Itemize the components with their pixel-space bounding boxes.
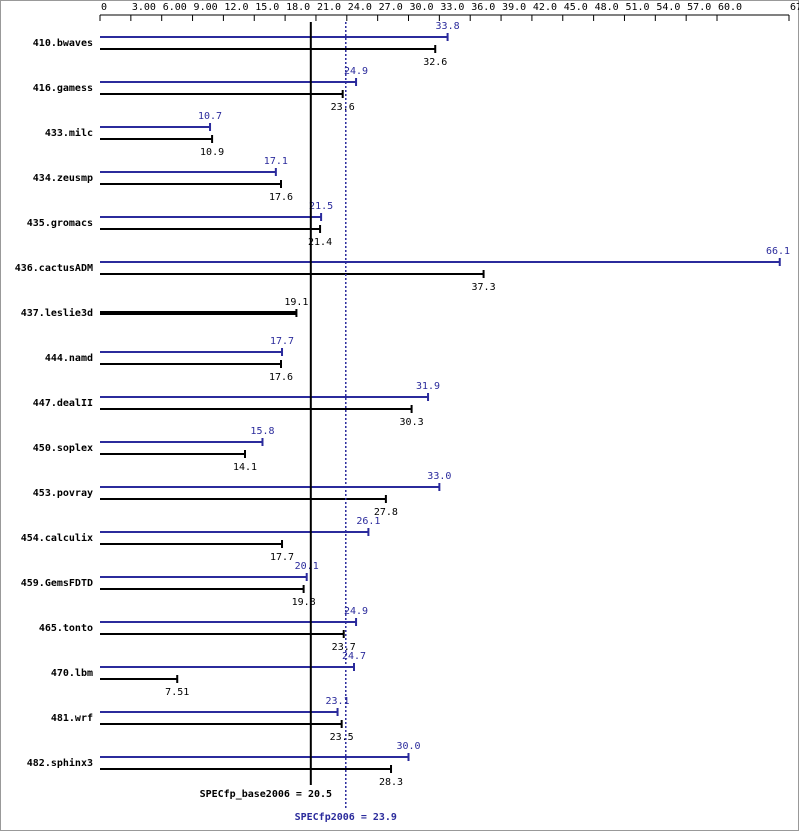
value-label: 20.1	[295, 561, 319, 572]
value-label: 24.9	[344, 66, 368, 77]
x-tick-label: 42.0	[533, 2, 557, 13]
value-label: 17.7	[270, 552, 294, 563]
x-tick-label: 51.0	[625, 2, 649, 13]
x-tick-label: 39.0	[502, 2, 526, 13]
value-label: 27.8	[374, 507, 398, 518]
value-label: 10.9	[200, 147, 224, 158]
x-tick-label: 45.0	[564, 2, 588, 13]
x-tick-label: 24.0	[348, 2, 372, 13]
reference-label: SPECfp_base2006 = 20.5	[200, 789, 332, 800]
value-label: 28.3	[379, 777, 403, 788]
value-label: 19.8	[292, 597, 316, 608]
category-label: 437.leslie3d	[21, 307, 93, 319]
category-label: 481.wrf	[51, 713, 93, 724]
category-label: 450.soplex	[33, 443, 93, 454]
value-label: 31.9	[416, 381, 440, 392]
value-label: 15.8	[250, 426, 274, 437]
category-label: 459.GemsFDTD	[21, 578, 93, 589]
x-tick-label: 60.0	[718, 2, 742, 13]
value-label: 32.6	[423, 57, 447, 68]
value-label: 23.7	[332, 642, 356, 653]
value-label: 21.4	[308, 237, 332, 248]
reference-label: SPECfp2006 = 23.9	[295, 812, 397, 823]
x-tick-label: 0	[101, 2, 107, 13]
category-label: 444.namd	[45, 353, 93, 364]
x-tick-label: 54.0	[656, 2, 680, 13]
value-label: 19.1	[284, 297, 308, 308]
x-tick-label: 18.0	[286, 2, 310, 13]
x-tick-label: 48.0	[595, 2, 619, 13]
value-label: 7.51	[165, 687, 189, 698]
value-label: 17.7	[270, 336, 294, 347]
x-tick-label: 9.00	[194, 2, 218, 13]
value-label: 24.9	[344, 606, 368, 617]
value-label: 10.7	[198, 111, 222, 122]
value-label: 24.7	[342, 651, 366, 662]
category-label: 436.cactusADM	[15, 263, 93, 274]
x-tick-label: 6.00	[163, 2, 187, 13]
value-label: 30.0	[396, 741, 420, 752]
category-label: 470.lbm	[51, 668, 93, 679]
value-label: 23.1	[326, 696, 350, 707]
value-label: 66.1	[766, 246, 790, 257]
value-label: 17.6	[269, 192, 293, 203]
value-label: 23.5	[330, 732, 354, 743]
x-tick-label: 3.00	[132, 2, 156, 13]
x-tick-label: 57.0	[687, 2, 711, 13]
category-label: 435.gromacs	[27, 218, 93, 229]
value-label: 17.6	[269, 372, 293, 383]
x-tick-label: 21.0	[317, 2, 341, 13]
value-label: 33.0	[427, 471, 451, 482]
category-label: 454.calculix	[21, 532, 93, 544]
value-label: 30.3	[400, 417, 424, 428]
x-tick-label: 12.0	[224, 2, 248, 13]
value-label: 14.1	[233, 462, 257, 473]
x-tick-label: 36.0	[471, 2, 495, 13]
category-label: 434.zeusmp	[33, 173, 93, 184]
category-label: 410.bwaves	[33, 38, 93, 49]
x-tick-label: 33.0	[440, 2, 464, 13]
value-label: 33.8	[436, 21, 460, 32]
value-label: 21.5	[309, 201, 333, 212]
value-label: 23.6	[331, 102, 355, 113]
x-tick-label: 67.0	[790, 2, 799, 13]
x-tick-label: 27.0	[379, 2, 403, 13]
x-tick-label: 15.0	[255, 2, 279, 13]
value-label: 26.1	[356, 516, 380, 527]
value-label: 17.1	[264, 156, 288, 167]
category-label: 465.tonto	[39, 623, 93, 634]
value-label: 37.3	[472, 282, 496, 293]
x-tick-label: 30.0	[410, 2, 434, 13]
category-label: 447.dealII	[33, 398, 93, 409]
category-label: 416.gamess	[33, 83, 93, 94]
category-label: 482.sphinx3	[27, 757, 93, 769]
category-label: 433.milc	[45, 127, 93, 139]
category-label: 453.povray	[33, 488, 93, 499]
